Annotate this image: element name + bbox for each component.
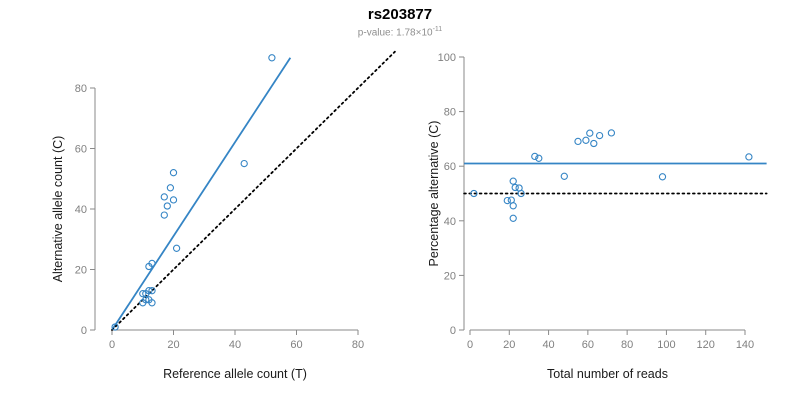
x-tick-label: 80 (621, 339, 633, 351)
data-point (517, 189, 525, 198)
y-tick-label: 100 (438, 52, 456, 64)
y-tick-label: 40 (75, 204, 87, 216)
x-axis-title: Reference allele count (T) (163, 367, 307, 381)
data-point (169, 169, 178, 177)
x-tick-label: 140 (736, 339, 754, 351)
data-point (582, 136, 590, 144)
data-point (658, 173, 667, 181)
data-point (160, 193, 168, 201)
y-axis-title: Percentage alternative (C) (427, 121, 441, 267)
y-axis-title: Alternative allele count (C) (51, 136, 65, 283)
data-point (240, 159, 248, 168)
data-point (111, 323, 119, 331)
percentage-vs-reads-scatter-plot: 0 20 40 60 80 100 120 140 0 20 40 60 80 100 Total numb… (427, 52, 768, 381)
x-tick-label: 60 (582, 339, 594, 351)
data-point (160, 211, 168, 219)
y-tick-label: 80 (75, 83, 87, 95)
data-point (268, 54, 276, 62)
x-tick-label: 120 (697, 339, 715, 351)
data-point (590, 139, 598, 148)
data-point (509, 202, 517, 210)
data-point (169, 196, 178, 204)
pvalue-text: p-value: 1.78×10 (357, 27, 433, 39)
data-point (745, 153, 753, 161)
y-tick-label: 40 (444, 216, 456, 228)
data-point (139, 290, 147, 298)
figure-title: rs203877 (367, 6, 433, 23)
data-point (148, 287, 156, 295)
identity-line (111, 50, 396, 331)
data-point (509, 214, 517, 222)
data-point (148, 299, 156, 307)
data-point (511, 183, 519, 192)
y-tick-label: 0 (450, 325, 456, 337)
data-point (574, 137, 582, 146)
data-point (470, 189, 478, 198)
fit-line (111, 57, 292, 331)
data-point (531, 152, 539, 161)
data-point (145, 287, 153, 295)
figure-header: rs203877 p-value: 1.78×10-11 (0, 6, 800, 38)
x-tick-label: 0 (467, 339, 473, 351)
x-tick-label: 40 (542, 339, 554, 351)
x-tick-label: 80 (352, 339, 364, 351)
y-tick-label: 60 (75, 144, 87, 156)
x-tick-label: 20 (167, 339, 179, 351)
data-point (509, 177, 517, 185)
x-tick-label: 20 (503, 339, 515, 351)
pvalue-exponent: -11 (432, 26, 443, 33)
y-tick-label: 20 (75, 265, 87, 277)
x-tick-label: 0 (109, 339, 115, 351)
data-point (166, 184, 175, 192)
x-tick-label: 60 (290, 339, 302, 351)
data-point (586, 129, 594, 137)
y-tick-label: 20 (444, 270, 456, 282)
x-tick-label: 40 (229, 339, 241, 351)
data-point (163, 202, 171, 210)
data-point (595, 131, 604, 140)
data-point (607, 129, 616, 137)
allele-count-scatter-plot: 0 20 40 60 80 0 20 40 60 80 Reference allele count… (51, 50, 396, 381)
pvalue-subtitle: p-value: 1.78×10-11 (0, 26, 800, 38)
y-tick-label: 80 (444, 107, 456, 119)
y-tick-label: 60 (444, 161, 456, 173)
data-point (172, 244, 181, 252)
x-tick-label: 100 (657, 339, 675, 351)
data-point (503, 196, 511, 205)
x-axis-title: Total number of reads (547, 367, 668, 381)
data-point (148, 259, 156, 268)
data-point (535, 154, 543, 162)
data-point (560, 172, 568, 180)
y-tick-label: 0 (81, 325, 87, 337)
